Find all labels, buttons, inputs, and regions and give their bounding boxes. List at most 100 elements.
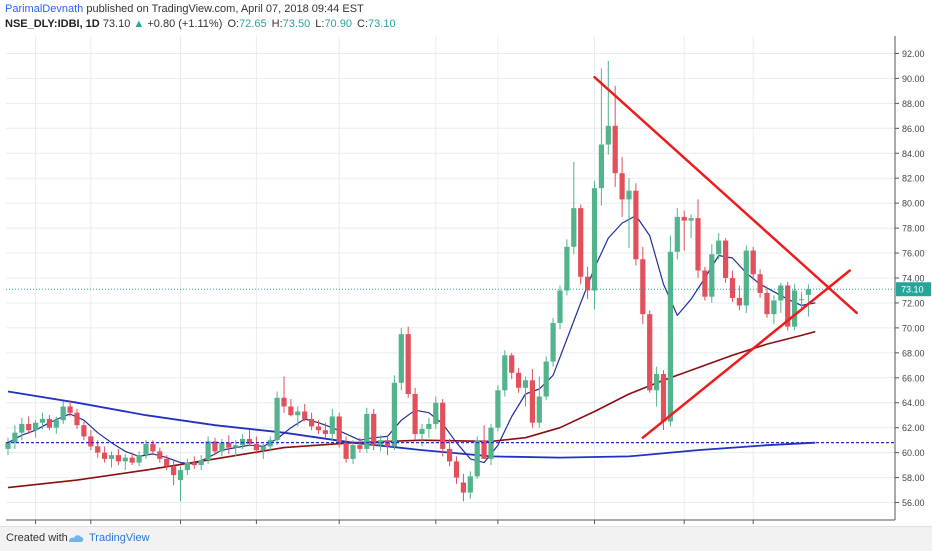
- price-tick-label: 90.00: [902, 74, 925, 84]
- candle-down: [171, 466, 177, 476]
- candle-up: [626, 190, 632, 200]
- candle-down: [46, 418, 52, 428]
- candle-up: [260, 446, 266, 451]
- candle-down: [88, 436, 94, 447]
- symbol-name[interactable]: NSE_DLY:IDBI, 1D: [5, 18, 100, 30]
- tradingview-brand-link[interactable]: TradingView: [89, 532, 150, 544]
- candle-down: [585, 276, 591, 291]
- candle-down: [384, 440, 391, 447]
- candle-down: [640, 259, 646, 315]
- price-tick-label: 60.00: [902, 448, 925, 458]
- candle-up: [426, 423, 432, 429]
- candle-down: [412, 394, 418, 434]
- chart-overlays: [6, 75, 895, 444]
- candle-up: [143, 443, 149, 456]
- candle-down: [157, 451, 163, 459]
- candle-down: [81, 425, 87, 437]
- price-tick-label: 62.00: [902, 423, 925, 433]
- candle-up: [674, 216, 680, 252]
- tradingview-logo-icon[interactable]: [67, 532, 85, 544]
- candle-down: [226, 442, 232, 448]
- high-label: H:: [271, 18, 283, 30]
- candle-down: [695, 218, 701, 271]
- candle-up: [488, 427, 494, 459]
- candle-down: [95, 446, 101, 453]
- candle-down: [460, 482, 466, 493]
- candle-down: [702, 270, 708, 297]
- candle-up: [709, 254, 715, 297]
- candle-up: [53, 420, 59, 428]
- candle-down: [447, 448, 453, 462]
- candle-down: [633, 190, 639, 260]
- candle-up: [329, 416, 335, 434]
- candlestick-series: [5, 60, 811, 502]
- publish-text: published on TradingView.com, April 07, …: [86, 3, 364, 15]
- candle-down: [212, 441, 218, 452]
- candle-down: [750, 250, 756, 275]
- candle-down: [322, 430, 328, 434]
- candle-down: [619, 173, 625, 200]
- candle-down: [529, 380, 535, 423]
- ma-long-line: [7, 390, 816, 459]
- candle-down: [150, 443, 156, 452]
- candle-up: [177, 470, 184, 481]
- candle-down: [129, 457, 135, 463]
- candle-down: [302, 411, 308, 419]
- trendline: [593, 75, 858, 315]
- low-label: L:: [315, 18, 325, 30]
- candle-up: [743, 250, 749, 306]
- candle-up: [778, 285, 784, 301]
- candle-up: [688, 218, 694, 221]
- price-tick-label: 58.00: [902, 473, 925, 483]
- candle-up: [198, 460, 204, 466]
- candle-up: [536, 396, 542, 423]
- price-tick-label: 74.00: [902, 274, 925, 284]
- candle-down: [26, 423, 32, 431]
- candle-up: [654, 374, 660, 391]
- price-tick-label: 64.00: [902, 398, 925, 408]
- candle-up: [398, 334, 404, 383]
- open-label: O:: [227, 18, 240, 30]
- candle-down: [309, 418, 315, 427]
- candle-up: [550, 322, 556, 362]
- candle-up: [12, 432, 18, 443]
- open-value: 72.65: [239, 18, 267, 30]
- candle-down: [516, 372, 522, 388]
- price-tick-label: 56.00: [902, 498, 925, 508]
- candle-down: [315, 426, 322, 431]
- author-link[interactable]: ParimalDevnath: [5, 3, 84, 15]
- created-with-text: Created with: [6, 532, 68, 544]
- candle-up: [205, 441, 211, 461]
- candle-up: [771, 300, 777, 315]
- candle-up: [543, 361, 549, 397]
- footer-bar: Created with TradingView: [0, 526, 932, 551]
- candle-up: [805, 289, 811, 295]
- candle-up: [240, 438, 246, 446]
- price-tick-label: 66.00: [902, 373, 925, 383]
- price-tick-label: 72.00: [902, 298, 925, 308]
- candle-down: [246, 438, 253, 444]
- price-tick-label: 92.00: [902, 49, 925, 59]
- candle-up: [233, 445, 239, 448]
- candle-down: [509, 355, 515, 373]
- trendline: [641, 269, 852, 439]
- candle-up: [378, 440, 384, 446]
- price-tick-label: 88.00: [902, 99, 925, 109]
- last-price-label: 73.10: [901, 285, 924, 295]
- candle-up: [391, 382, 397, 447]
- candle-down: [253, 443, 259, 451]
- price-tick-label: 70.00: [902, 323, 925, 333]
- candle-down: [343, 442, 349, 459]
- candle-up: [219, 442, 225, 452]
- candle-down: [660, 374, 667, 422]
- candle-up: [667, 251, 673, 422]
- candle-up: [467, 476, 473, 493]
- candle-down: [764, 292, 770, 315]
- candle-up: [274, 397, 280, 441]
- candle-up: [184, 462, 190, 471]
- symbol-legend: NSE_DLY:IDBI, 1D 73.10 ▲ +0.80 (+1.11%) …: [5, 18, 396, 30]
- moving-averages: [7, 215, 816, 489]
- price-tick-label: 82.00: [902, 174, 925, 184]
- candle-up: [364, 413, 370, 449]
- price-tick-label: 80.00: [902, 199, 925, 209]
